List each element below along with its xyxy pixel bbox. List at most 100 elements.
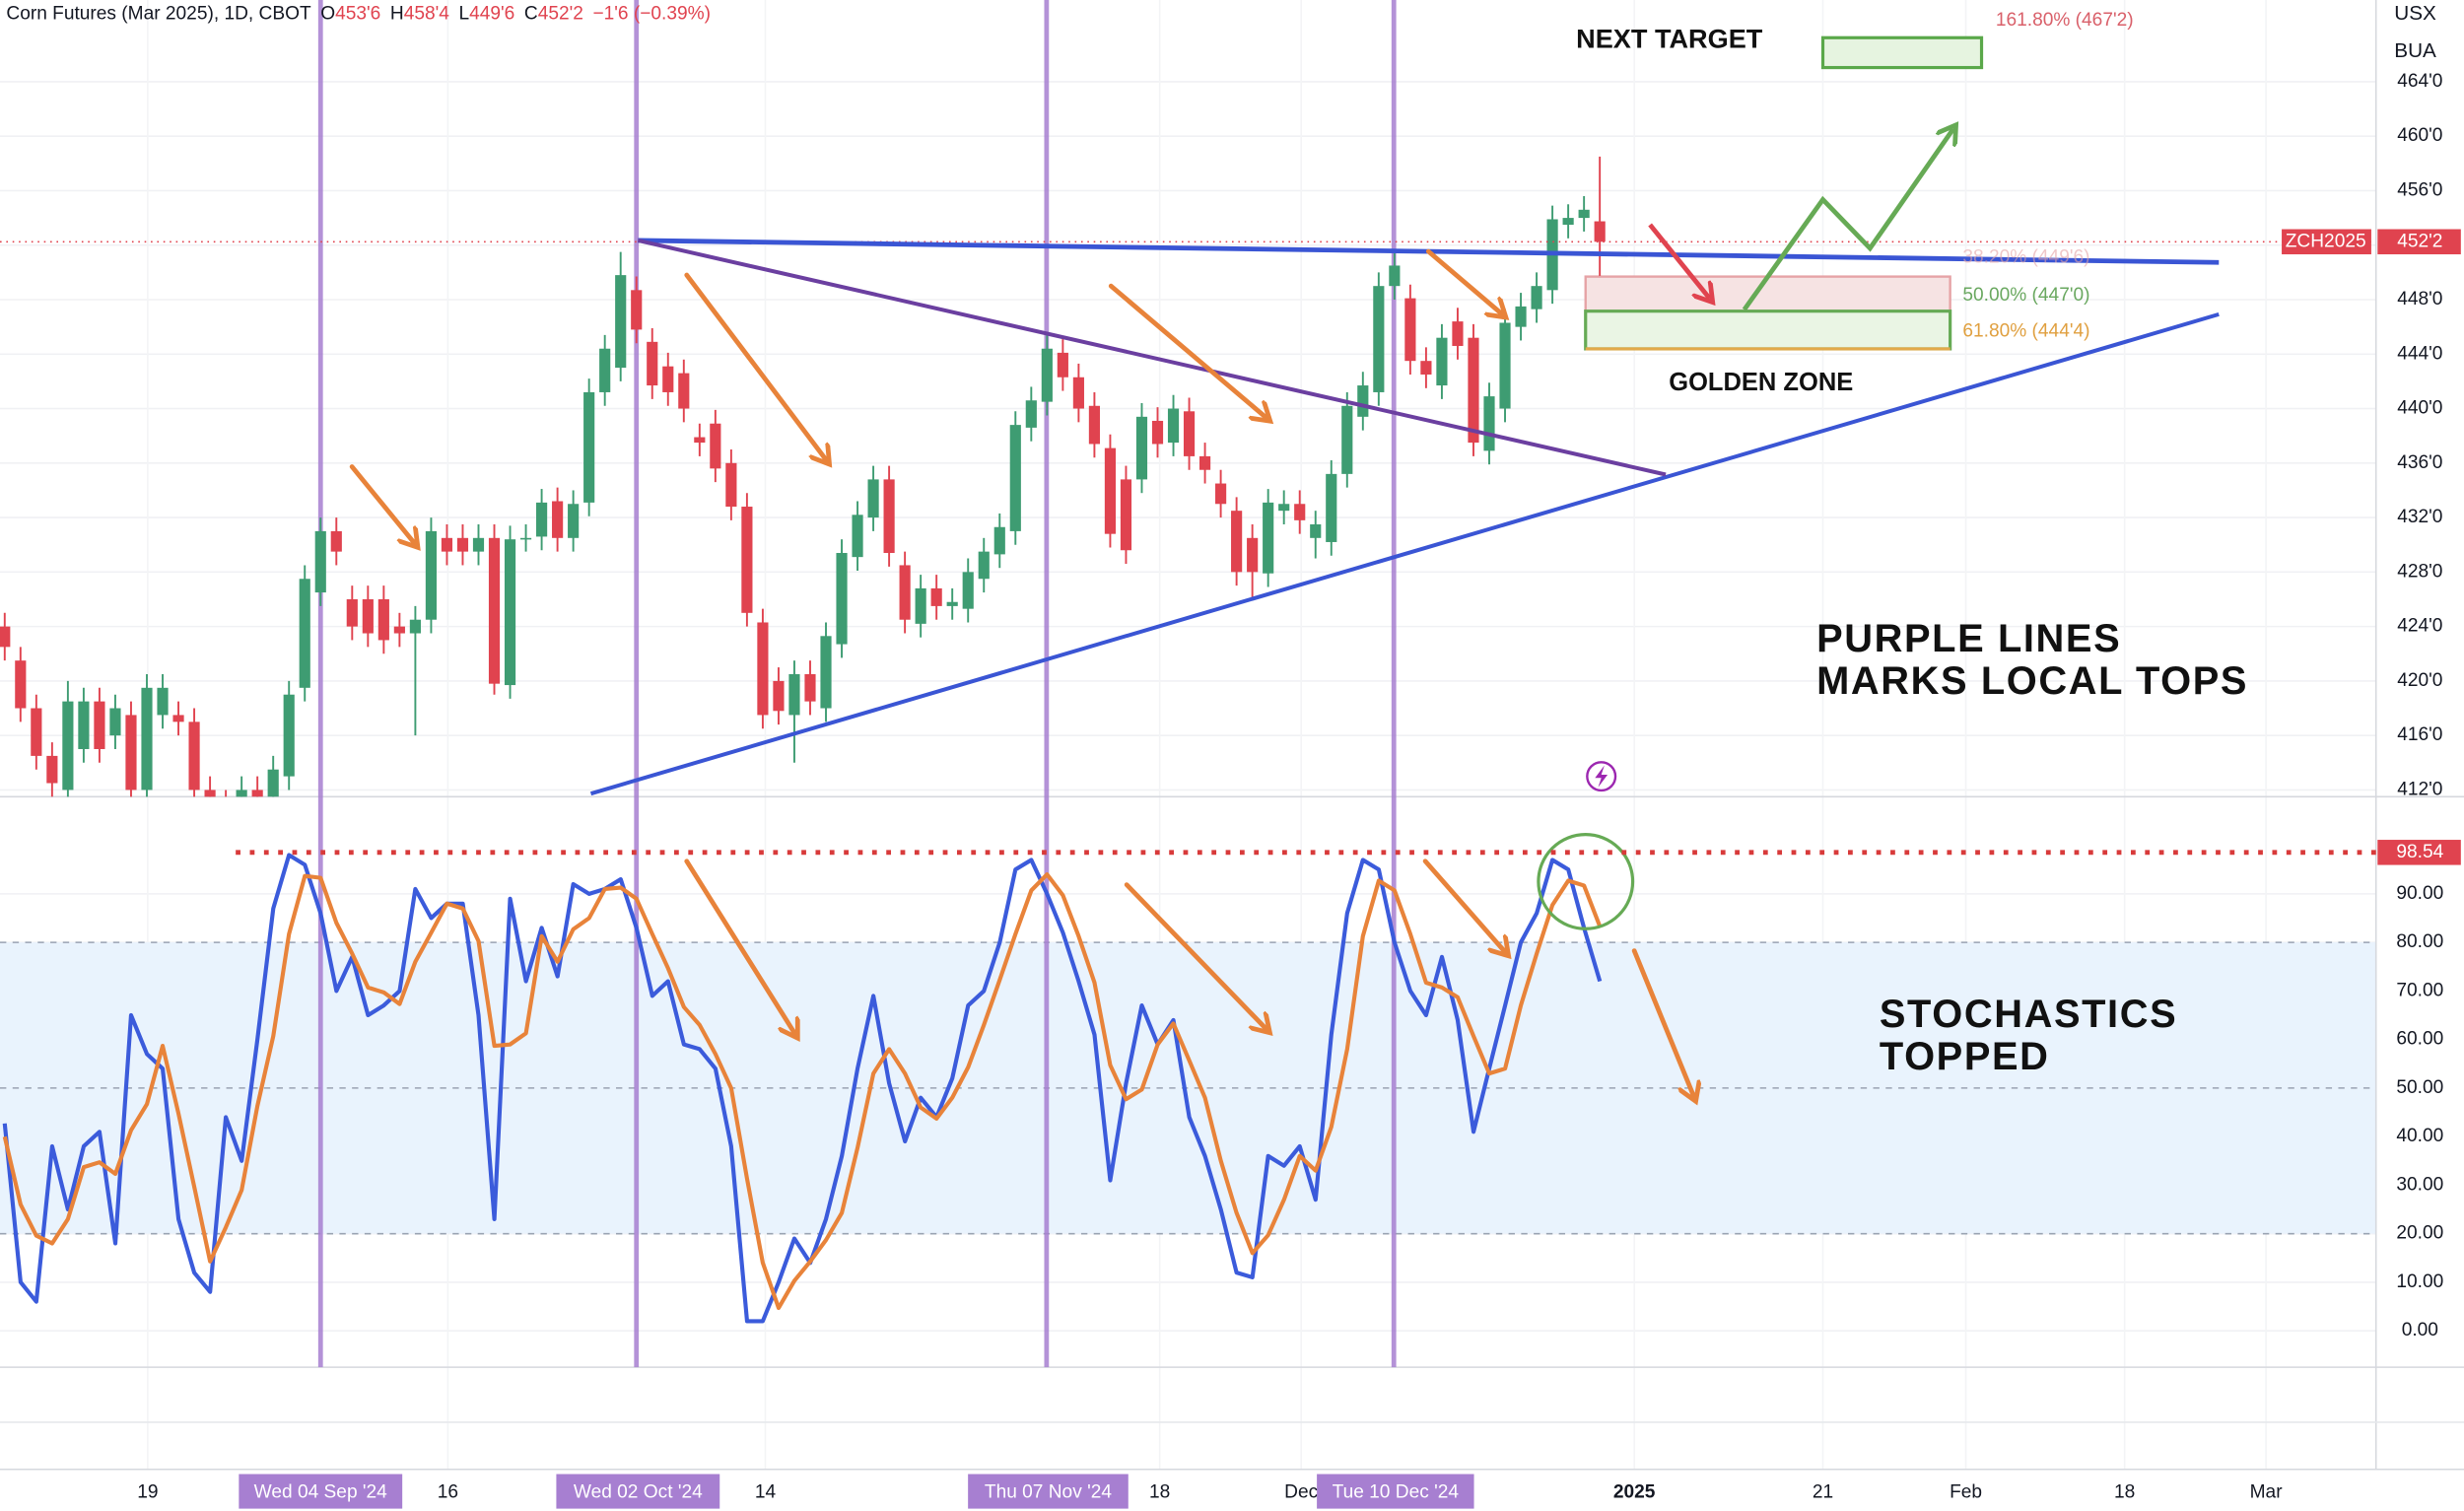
candle-body [141,687,153,790]
y-tick-label: 432'0 [2397,507,2442,527]
candle-body [867,479,879,518]
candle-body [710,423,721,469]
x-tick-label: 14 [755,1482,777,1503]
date-marker-bg [968,1474,1129,1509]
candle-body [1452,321,1464,346]
candle-body [472,537,485,552]
candle-body [836,553,848,645]
fib-zone-382 [1584,275,1951,312]
y-tick-label: 20.00 [2396,1223,2443,1244]
x-tick-label: 18 [2114,1482,2135,1503]
x-tick-label: Dec [1284,1482,1318,1503]
ohlc-value: 449'6 [469,3,514,24]
candle-body [1420,361,1432,375]
note: MARKS LOCAL TOPS [1816,659,2248,703]
y-tick-label: 424'0 [2397,616,2442,637]
ohlc-value: 458'4 [404,3,450,24]
y-tick-label: 428'0 [2397,561,2442,582]
candle-body [409,619,421,634]
arrow [1108,283,1266,418]
candle-body [773,680,785,712]
candle-body [993,526,1005,555]
fib-zone-50 [1584,309,1952,351]
candle-body [725,462,737,508]
x-tick-label: 19 [137,1482,158,1503]
candle-body [662,366,674,392]
candle-body [1215,483,1227,505]
candle-body [757,622,769,716]
ohlc-value: 452'2 [538,3,583,24]
candle-body [456,537,469,552]
ohlc-key: O [320,3,335,24]
candle-body [599,348,611,392]
symbol-label: ZCH2025 [2286,231,2366,251]
candle-body [1041,348,1053,402]
arrow [684,859,795,1034]
x-tick-label: 21 [1813,1482,1833,1503]
y-tick-label: 464'0 [2397,71,2442,92]
change: −1'6 (−0.39%) [592,3,711,24]
candle-body [188,721,200,790]
candle-body [930,587,942,606]
candle-body [1088,405,1100,445]
candle-body [647,341,658,386]
candle-body [694,437,706,444]
last-price-label: 452'2 [2397,231,2442,251]
candle-body [1151,420,1164,445]
candle-body [1436,337,1448,386]
candle-body [377,598,389,641]
stoch-range [0,942,2376,1234]
candle-body [109,708,121,736]
candle-body [172,715,184,722]
y-tick-label: 416'0 [2397,724,2442,745]
note: PURPLE LINES [1816,617,2121,660]
date-marker-bg [556,1474,720,1509]
candle-body [899,565,911,620]
header: Corn Futures (Mar 2025), 1D, CBOT O453'6 H… [6,3,711,24]
stochastic [2,853,1603,1324]
candle-body [1468,337,1479,444]
candle-body [519,537,532,540]
x-tick-label: 2025 [1613,1482,1656,1503]
candle-body [615,275,627,369]
candle-body [631,290,643,330]
candle-body [488,537,501,684]
candle-body [852,515,863,558]
arrow [1422,859,1505,952]
candle-body [204,790,216,797]
candle-body [1389,265,1401,287]
golden-zone: GOLDEN ZONE [1669,369,1853,396]
target-box [1820,35,1984,70]
candle-body [946,601,958,606]
date-marker-bg [1317,1474,1474,1509]
candle-body [1294,504,1306,520]
candle-body [1404,298,1416,362]
fib-label: 50.00% (447'0) [1962,285,2089,306]
next-target: NEXT TARGET [1576,24,1763,54]
y-tick-label: 30.00 [2396,1174,2443,1195]
y-tick-label: 40.00 [2396,1126,2443,1146]
candle-body [1515,306,1527,327]
candle-body [583,391,595,503]
candle-body [552,501,564,538]
candle-body [962,572,974,609]
candle-body [78,701,90,749]
y-tick-label: 456'0 [2397,179,2442,200]
fib-label: 38.20% (449'6) [1962,247,2089,268]
candle-body [1009,425,1021,531]
y-tick-label: 0.00 [2402,1320,2438,1340]
x-tick-label: Mar [2250,1482,2284,1503]
candle-body [741,507,753,613]
candle-body [820,636,832,709]
candle-body [157,687,169,716]
arrow [1648,223,1710,299]
candle-body [393,626,405,634]
candle-body [1531,286,1542,309]
candle-body [330,530,342,552]
stoch-band [0,941,2376,1235]
candle-body [1120,479,1132,551]
arrow [684,272,827,460]
arrow [1742,129,1953,311]
candle-body [1310,523,1322,538]
y-tick-label: 420'0 [2397,670,2442,691]
